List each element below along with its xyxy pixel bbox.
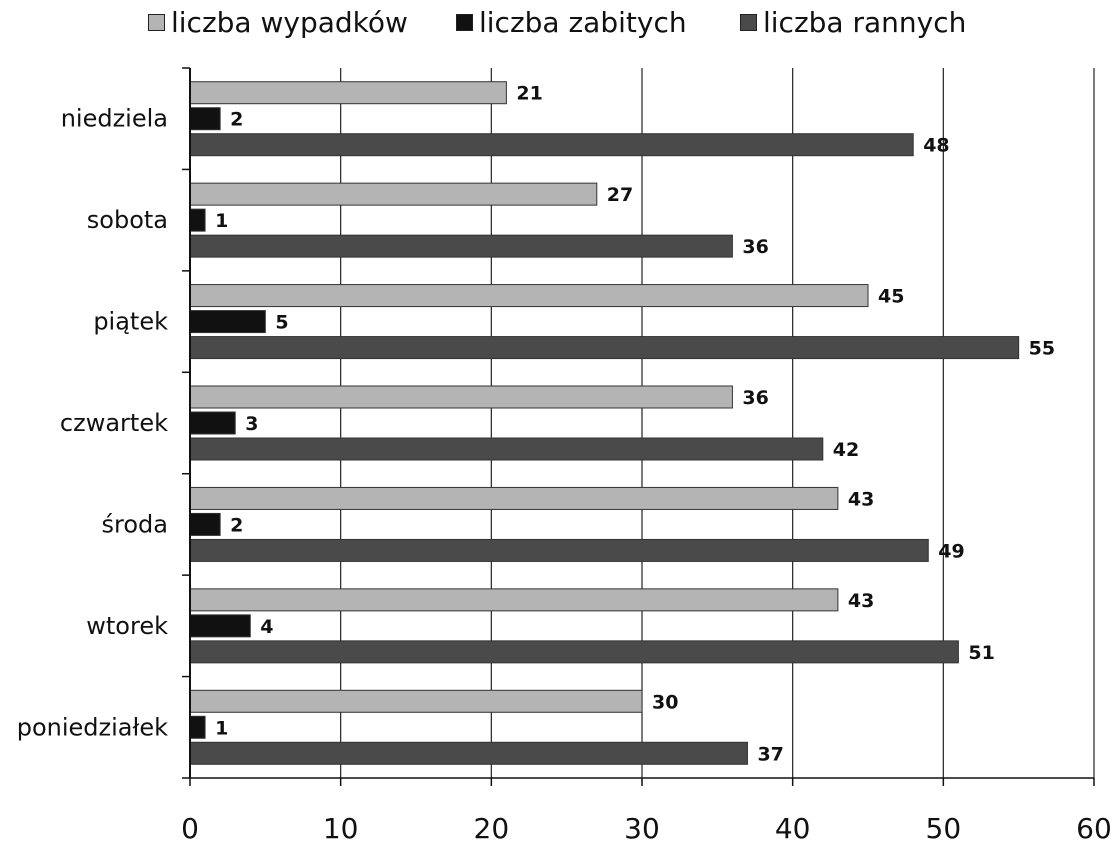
category-label: czwartek [60,409,168,437]
data-label: 1 [215,717,228,739]
x-tick-label: 50 [926,812,962,843]
bar [189,689,643,713]
data-label: 37 [757,743,783,765]
legend-item-wypadkow: liczba wypadków [148,6,408,39]
x-tick-label: 0 [181,812,199,843]
bar [189,411,236,435]
bar [189,133,914,157]
legend-label: liczba wypadków [171,6,408,39]
legend-swatch-dark [740,14,757,31]
data-label: 3 [245,413,258,435]
x-tick-label: 60 [1076,812,1112,843]
data-label: 42 [833,439,859,461]
bar [189,284,869,308]
data-label: 43 [848,488,874,510]
bar [189,588,839,612]
legend-label: liczba zabitych [479,6,687,39]
data-label: 49 [938,540,964,562]
data-label: 1 [215,210,228,232]
data-label: 51 [968,642,994,664]
data-label: 30 [652,691,678,713]
bar [189,208,206,232]
bar [189,741,748,765]
data-label: 2 [230,109,243,131]
bar [189,640,959,664]
bar [189,81,507,105]
bars [189,81,1020,765]
legend-label: liczba rannych [763,6,967,39]
bar [189,336,1020,360]
data-label: 27 [607,184,633,206]
bar [189,385,733,409]
bar [189,234,733,258]
gridlines [340,68,1095,778]
bar [189,715,206,739]
x-tick-label: 40 [775,812,811,843]
category-label: piątek [93,308,168,336]
axes [182,67,1095,786]
x-tick-label: 30 [624,812,660,843]
bar [189,107,221,131]
data-label: 4 [260,616,273,638]
category-label: niedziela [61,105,168,133]
bar [189,486,839,510]
legend-swatch-light [148,14,165,31]
data-label: 48 [923,135,949,157]
category-label: sobota [87,206,168,234]
category-label: poniedziałek [17,713,168,741]
legend-swatch-black [456,14,473,31]
bar [189,310,266,334]
data-label: 36 [742,387,768,409]
data-label: 21 [516,83,542,105]
data-label: 5 [275,312,288,334]
bar [189,437,824,461]
data-label: 43 [848,590,874,612]
category-label: wtorek [86,612,168,640]
bar [189,512,221,536]
labels: 0 10 20 30 40 50 60niedziela21248sobota27136pi… [17,83,1112,843]
data-label: 2 [230,514,243,536]
x-tick-label: 20 [474,812,510,843]
category-label: środa [102,510,168,538]
legend-item-zabitych: liczba zabitych [456,6,687,39]
bar [189,182,598,206]
chart-legend: liczba wypadków liczba zabitych liczba r… [0,0,1119,52]
x-tick-label: 10 [323,812,359,843]
legend-item-rannych: liczba rannych [740,6,966,39]
bar [189,538,929,562]
data-label: 45 [878,286,904,308]
data-label: 36 [742,236,768,258]
data-label: 55 [1029,338,1055,360]
bar [189,614,251,638]
